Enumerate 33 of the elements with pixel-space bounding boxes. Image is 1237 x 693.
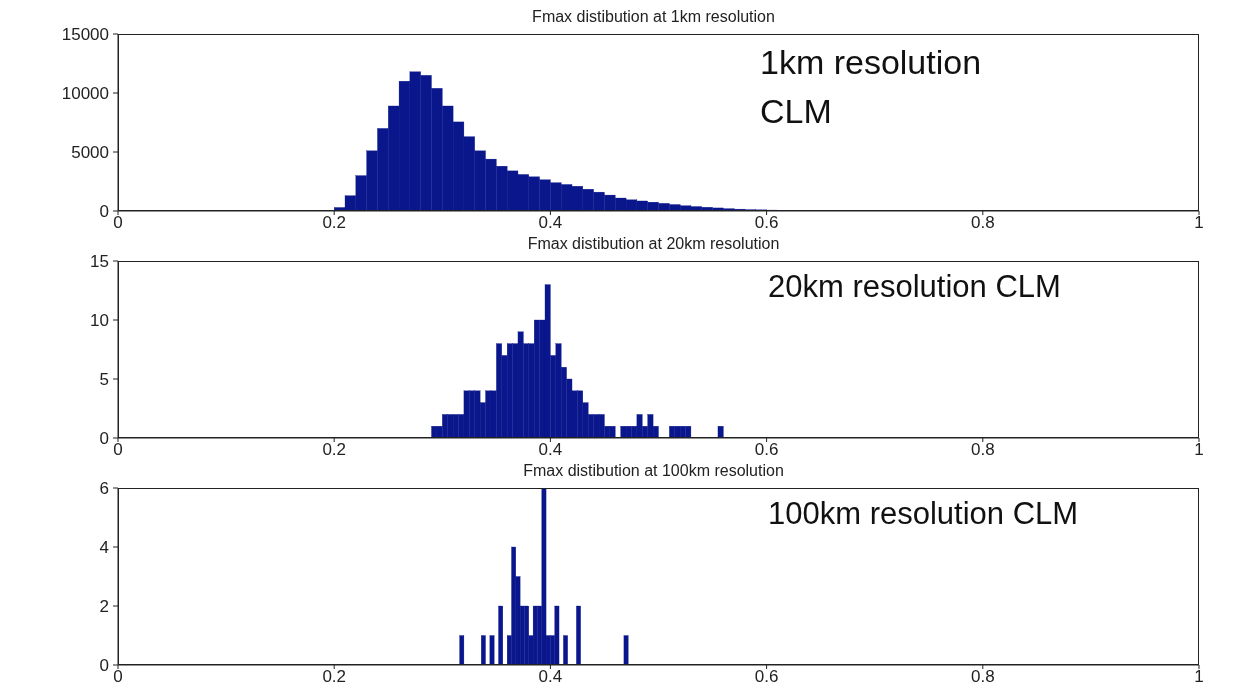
x-tick-label: 0 bbox=[113, 440, 123, 460]
x-tick-label: 0.4 bbox=[538, 213, 563, 233]
x-tick-label: 0.6 bbox=[754, 440, 779, 460]
x-tick-label: 0.8 bbox=[970, 440, 995, 460]
annotation: 1km resolution CLM bbox=[760, 42, 983, 133]
x-tick-label: 0.4 bbox=[538, 440, 563, 460]
y-tick-label: 6 bbox=[99, 479, 109, 499]
x-tick-label: 1 bbox=[1194, 667, 1204, 687]
y-tick-label: 15 bbox=[90, 252, 109, 272]
x-tick-label: 0.2 bbox=[322, 213, 347, 233]
x-tick-label: 0 bbox=[113, 213, 123, 233]
x-tick-label: 0.8 bbox=[970, 667, 995, 687]
x-tick-label: 0.8 bbox=[970, 213, 995, 233]
annotation: 100km resolution CLM bbox=[768, 495, 1080, 533]
x-tick-label: 0.6 bbox=[754, 213, 779, 233]
x-tick-label: 1 bbox=[1194, 440, 1204, 460]
x-tick-label: 0.6 bbox=[754, 667, 779, 687]
y-tick-label: 5000 bbox=[71, 143, 109, 163]
y-tick-label: 2 bbox=[99, 597, 109, 617]
y-tick-label: 10000 bbox=[61, 84, 109, 104]
y-tick-label: 4 bbox=[99, 538, 109, 558]
x-tick-label: 0.4 bbox=[538, 667, 563, 687]
y-tick-label: 15000 bbox=[61, 25, 109, 45]
chart-title: Fmax distibution at 1km resolution bbox=[532, 8, 775, 25]
x-tick-label: 0.2 bbox=[322, 440, 347, 460]
y-tick-label: 10 bbox=[90, 311, 109, 331]
x-tick-label: 1 bbox=[1194, 213, 1204, 233]
annotation: 20km resolution CLM bbox=[768, 268, 1062, 306]
chart-title: Fmax distibution at 20km resolution bbox=[527, 235, 780, 252]
x-tick-label: 0 bbox=[113, 667, 123, 687]
x-tick-label: 0.2 bbox=[322, 667, 347, 687]
chart-title: Fmax distibution at 100km resolution bbox=[523, 462, 784, 479]
y-tick-label: 5 bbox=[99, 370, 109, 390]
